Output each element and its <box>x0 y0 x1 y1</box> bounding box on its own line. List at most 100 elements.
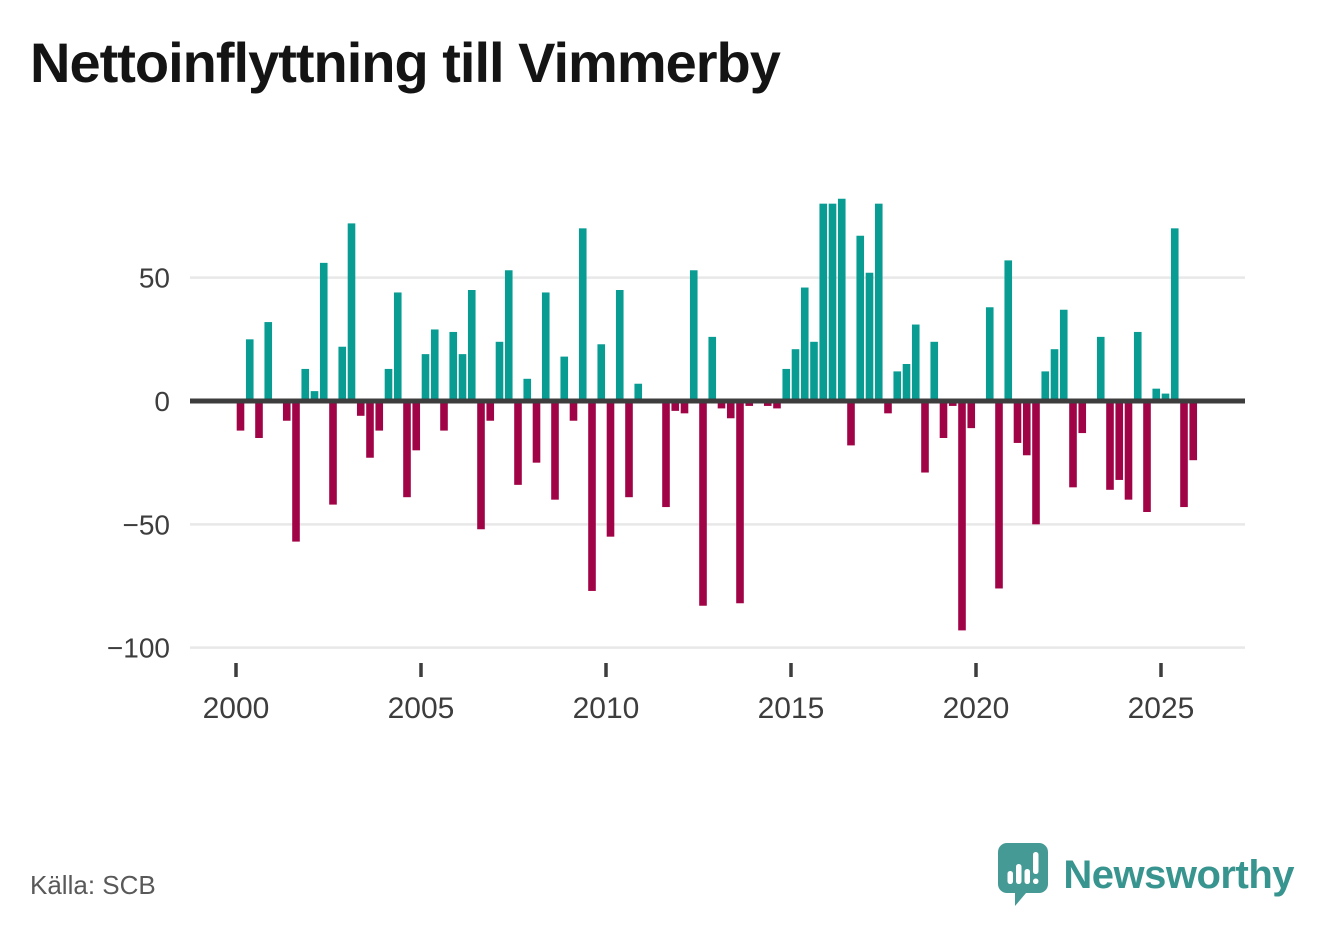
bar-positive <box>245 339 254 401</box>
bar-negative <box>356 401 365 416</box>
bar-negative <box>282 401 291 421</box>
bar-negative <box>1022 401 1031 456</box>
bar-negative <box>625 401 633 498</box>
bar-negative <box>1106 401 1114 490</box>
bar-positive <box>791 349 800 401</box>
x-tick-label: 2020 <box>943 692 1010 725</box>
bar-negative <box>1078 401 1087 434</box>
bar-negative <box>1032 401 1040 525</box>
bar-negative <box>671 401 680 411</box>
bar-negative <box>412 401 421 451</box>
bar-positive <box>634 383 643 401</box>
newsworthy-logo-icon <box>998 843 1049 906</box>
bar-negative <box>366 401 374 458</box>
bar-negative <box>773 401 781 409</box>
bar-positive <box>523 378 532 401</box>
bar-negative <box>486 401 495 421</box>
bar-negative <box>967 401 976 429</box>
bar-positive <box>1041 371 1050 401</box>
bar-positive <box>828 203 837 401</box>
bar-negative <box>662 401 670 508</box>
bar-negative <box>440 401 448 431</box>
bar-negative <box>514 401 522 485</box>
bar-negative <box>1143 401 1151 512</box>
bar-negative <box>1013 401 1022 443</box>
bar-positive <box>597 344 606 401</box>
page-title: Nettoinflyttning till Vimmerby <box>30 31 781 94</box>
bar-positive <box>393 292 402 401</box>
bar-negative <box>884 401 892 414</box>
bar-positive <box>911 324 920 401</box>
bar-negative <box>255 401 263 438</box>
bar-positive <box>495 341 504 401</box>
bar-negative <box>699 401 707 606</box>
bar-positive <box>458 354 467 401</box>
y-tick-label: 50 <box>139 263 170 294</box>
bar-positive <box>578 228 587 401</box>
y-axis-labels: 50 0 −50 −100 <box>107 263 170 664</box>
bar-negative <box>921 401 929 473</box>
bar-negative <box>1115 401 1124 480</box>
bar-positive <box>319 262 328 401</box>
bar-positive <box>560 356 569 401</box>
bar-positive <box>467 290 476 401</box>
bar-negative <box>569 401 578 421</box>
bar-negative <box>736 401 744 604</box>
bar-positive <box>893 371 902 401</box>
bar-negative <box>532 401 541 463</box>
bar-positive <box>1096 336 1105 401</box>
gridlines <box>190 276 1245 649</box>
y-tick-label: 0 <box>154 386 170 417</box>
bar-positive <box>1133 331 1142 401</box>
bar-negative <box>847 401 855 446</box>
x-tick-label: 2025 <box>1128 692 1195 725</box>
bar-negative <box>403 401 411 498</box>
bar-positive <box>810 341 818 401</box>
bar-positive <box>708 336 717 401</box>
bar-negative <box>477 401 485 530</box>
bar-negative <box>375 401 384 431</box>
bar-negative <box>958 401 966 631</box>
bar-positive <box>264 322 273 401</box>
bar-positive <box>301 368 310 401</box>
bar-positive <box>1004 260 1013 401</box>
bar-negative <box>292 401 300 542</box>
bar-positive <box>1059 309 1068 401</box>
bar-positive <box>902 364 911 401</box>
bar-positive <box>310 391 319 401</box>
brand-name: Newsworthy <box>1063 853 1294 897</box>
bar-positive <box>985 307 994 401</box>
bar-negative <box>588 401 596 591</box>
bar-positive <box>1152 388 1161 401</box>
bar-positive <box>1161 393 1170 401</box>
bar-negative <box>329 401 337 505</box>
x-tick-label: 2015 <box>758 692 825 725</box>
bar-negative <box>606 401 615 537</box>
bar-positive <box>837 198 846 401</box>
x-axis: 2000 2005 2010 2015 2020 2025 <box>203 663 1195 725</box>
bar-negative <box>1189 401 1198 461</box>
bar-positive <box>819 203 828 401</box>
bar-negative <box>1180 401 1188 508</box>
bar-positive <box>800 287 809 401</box>
x-tick-label: 2005 <box>388 692 455 725</box>
bar-positive <box>856 235 865 401</box>
bar-positive <box>430 329 439 401</box>
bar-negative <box>717 401 726 409</box>
bar-positive <box>615 290 624 401</box>
x-tick-label: 2010 <box>573 692 640 725</box>
bar-positive <box>1170 228 1179 401</box>
bar-positive <box>874 203 883 401</box>
bar-negative <box>680 401 689 414</box>
bar-negative <box>1069 401 1077 488</box>
bars <box>236 198 1198 631</box>
bar-positive <box>541 292 550 401</box>
bar-negative <box>1124 401 1133 500</box>
source-note: Källa: SCB <box>30 870 156 900</box>
bar-positive <box>689 270 698 401</box>
bar-positive <box>504 270 513 401</box>
bar-negative <box>939 401 948 438</box>
bar-positive <box>347 223 356 401</box>
bar-positive <box>1050 349 1059 401</box>
